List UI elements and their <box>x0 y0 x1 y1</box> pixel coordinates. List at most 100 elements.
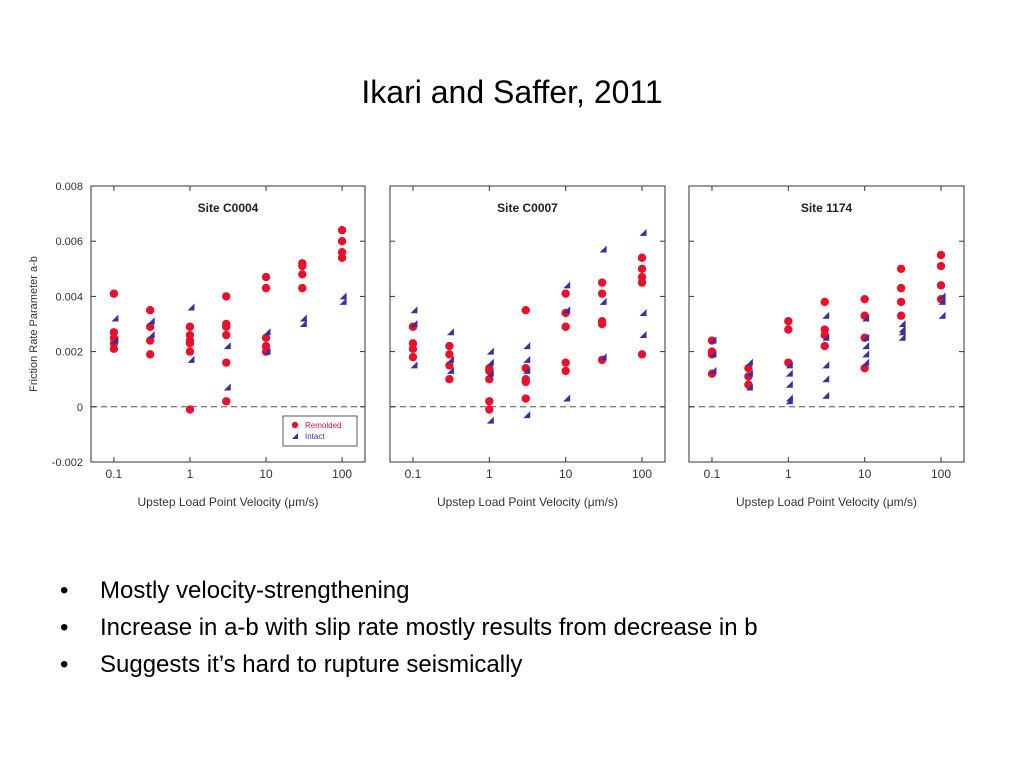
data-point-intact <box>339 297 347 305</box>
data-point-intact <box>563 281 571 289</box>
data-point-intact <box>263 328 271 336</box>
x-axis-label: Upstep Load Point Velocity (μm/s) <box>736 495 917 509</box>
data-point-remolded <box>485 405 494 414</box>
panel-title: Site 1174 <box>801 201 853 215</box>
data-point-intact <box>446 355 454 363</box>
data-point-remolded <box>222 330 231 340</box>
data-point-intact <box>299 320 307 327</box>
data-point-intact <box>898 320 906 327</box>
panel-title: Site C0004 <box>198 201 259 215</box>
data-point-remolded <box>561 322 570 331</box>
data-point-remolded <box>485 397 494 406</box>
data-point-remolded <box>744 363 753 373</box>
data-point-remolded <box>145 306 155 315</box>
data-point-remolded <box>109 289 119 298</box>
data-point-intact <box>938 311 946 319</box>
data-point-remolded <box>337 237 347 246</box>
data-point-remolded <box>337 225 347 235</box>
legend-marker <box>291 421 299 429</box>
data-point-intact <box>263 347 271 355</box>
legend: Remolded Intact <box>282 415 358 447</box>
data-point-remolded <box>784 317 793 326</box>
data-point-intact <box>822 361 830 369</box>
data-point-remolded <box>597 278 607 287</box>
data-point-intact <box>745 383 753 391</box>
data-point-intact <box>898 328 906 336</box>
data-point-remolded <box>521 394 530 403</box>
data-point-intact <box>862 358 870 366</box>
data-point-intact <box>523 366 531 374</box>
data-point-remolded <box>145 350 155 359</box>
data-point-intact <box>223 342 231 350</box>
data-point-intact <box>563 306 571 314</box>
data-point-intact <box>599 297 607 305</box>
data-point-intact <box>639 228 647 236</box>
bullet-text: Suggests it’s hard to rupture seismicall… <box>100 651 523 678</box>
y-tick-label: -0.002 <box>52 457 83 469</box>
series-intact <box>410 228 647 424</box>
x-tick-label: 10 <box>559 467 573 481</box>
data-point-remolded <box>637 350 647 359</box>
data-point-intact <box>147 317 155 325</box>
data-point-remolded <box>820 341 829 351</box>
data-point-remolded <box>445 361 454 370</box>
data-point-remolded <box>298 283 307 293</box>
data-point-intact <box>639 331 647 339</box>
bullet-item: • Suggests it’s hard to rupture seismical… <box>60 646 758 683</box>
data-point-remolded <box>597 319 607 329</box>
data-point-intact <box>785 380 793 388</box>
x-axis-label: Upstep Load Point Velocity (μm/s) <box>138 495 319 509</box>
x-tick-label: 0.1 <box>106 467 123 481</box>
data-point-intact <box>446 366 454 374</box>
data-point-intact <box>862 333 870 341</box>
data-point-intact <box>898 333 906 341</box>
data-point-intact <box>709 350 717 358</box>
bullet-dot-icon: • <box>60 577 69 604</box>
data-point-remolded <box>445 350 454 359</box>
data-point-remolded <box>561 358 570 367</box>
data-point-intact <box>822 333 830 341</box>
data-point-intact <box>599 245 607 253</box>
x-tick-label: 100 <box>332 467 352 481</box>
data-point-intact <box>111 314 119 322</box>
data-point-remolded <box>896 297 906 307</box>
data-point-remolded <box>820 297 829 307</box>
y-tick-label: 0.006 <box>55 236 83 248</box>
data-point-remolded <box>637 278 647 287</box>
plot-frame <box>90 185 366 463</box>
data-point-remolded <box>561 289 570 298</box>
bullet-text: Mostly velocity-strengthening <box>100 577 410 604</box>
chart-panel-3: 0.1 1 10 100 Site 1174 Upstep Load Point Velo… <box>688 185 965 509</box>
data-point-remolded <box>860 363 869 373</box>
data-point-intact <box>111 336 119 344</box>
chart-panel-1: 0.1 1 10 100 0.008 0.006 0.004 0.002 0 -0.002 Site… <box>28 181 366 509</box>
data-point-intact <box>745 358 753 366</box>
data-point-intact <box>523 342 531 350</box>
data-point-remolded <box>597 289 607 298</box>
figure-friction-rate-parameter: 0.1 1 10 100 0.008 0.006 0.004 0.002 0 -0.002 Site… <box>28 181 965 509</box>
data-point-intact <box>446 328 454 336</box>
data-point-remolded <box>145 322 155 331</box>
bullet-item: • Increase in a-b with slip rate mostly r… <box>60 609 758 646</box>
data-point-remolded <box>408 352 418 362</box>
data-point-intact <box>523 355 531 363</box>
legend-box <box>282 415 358 447</box>
data-point-intact <box>410 306 418 314</box>
bullet-item: • Mostly velocity-strengthening <box>60 572 758 609</box>
legend-marker <box>292 433 298 439</box>
bullet-dot-icon: • <box>60 651 69 678</box>
x-tick-label: 1 <box>785 467 792 481</box>
data-point-remolded <box>185 339 195 348</box>
data-point-intact <box>410 320 418 327</box>
data-point-remolded <box>445 375 454 384</box>
data-point-remolded <box>261 283 271 293</box>
data-point-intact <box>223 383 231 391</box>
data-point-intact <box>822 311 830 319</box>
data-point-intact <box>486 358 494 366</box>
data-point-remolded <box>784 325 793 334</box>
data-point-intact <box>187 303 195 311</box>
x-tick-label: 1 <box>187 467 194 481</box>
data-point-remolded <box>185 405 195 414</box>
data-point-remolded <box>896 283 906 293</box>
data-point-intact <box>938 292 946 300</box>
